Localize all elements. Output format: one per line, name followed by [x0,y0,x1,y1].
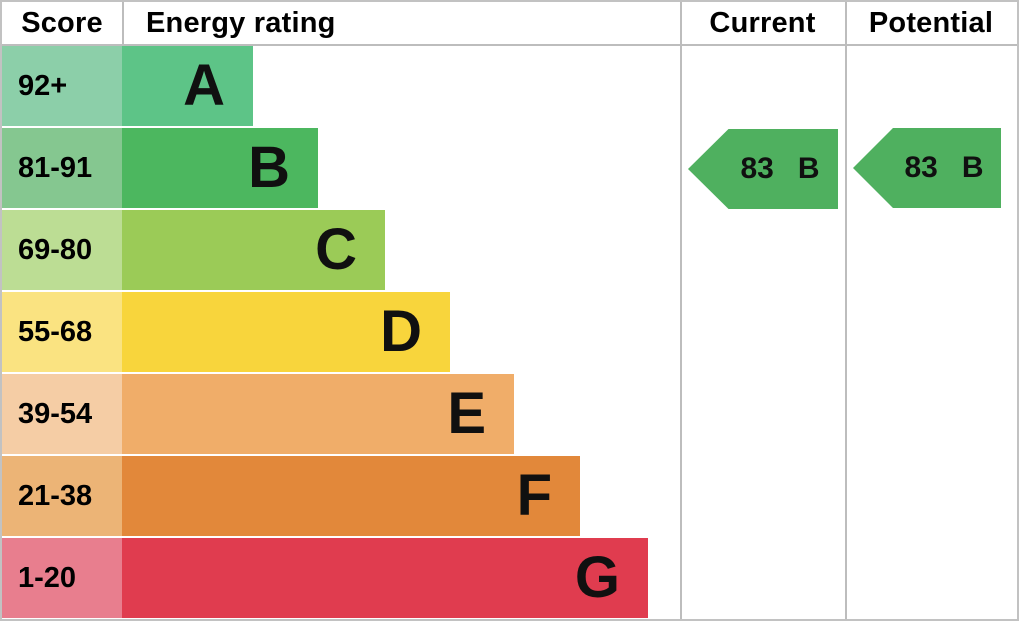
current-rating-arrow: 83 B [688,129,838,209]
rating-bar-f: F [122,456,580,538]
rating-letter-e: E [447,381,486,446]
current-rating-score: 83 [740,152,774,185]
score-range-d: 55-68 [2,292,122,374]
header-potential: Potential [868,6,994,39]
rating-bar-c: C [122,210,385,292]
current-rating-letter: B [797,152,820,185]
score-range-a: 92+ [2,46,122,128]
potential-rating-score: 83 [904,151,938,184]
score-range-b: 81-91 [2,128,122,210]
band-rows: 92+ A 81-91 B 69-80 C 55-68 D 39-54 E 21… [2,46,680,619]
rating-letter-a: A [183,53,225,118]
header-score: Score [21,6,103,39]
band-row-b: 81-91 B [2,128,680,210]
score-range-c: 69-80 [2,210,122,292]
potential-rating-letter: B [961,151,984,184]
rating-bar-a: A [122,46,253,128]
divider-current-potential [845,2,847,619]
rating-letter-c: C [315,217,357,282]
rating-letter-d: D [380,299,422,364]
score-range-e: 39-54 [2,374,122,456]
rating-bar-b: B [122,128,318,210]
header-energy-rating: Energy rating [146,6,336,39]
rating-bar-d: D [122,292,450,374]
band-row-d: 55-68 D [2,292,680,374]
rating-bar-e: E [122,374,514,456]
potential-rating-arrow: 83 B [853,128,1001,208]
rating-bar-g: G [122,538,648,619]
band-row-f: 21-38 F [2,456,680,538]
divider-rating-current [680,2,682,619]
band-row-a: 92+ A [2,46,680,128]
score-range-g: 1-20 [2,538,122,619]
band-row-e: 39-54 E [2,374,680,456]
header-current: Current [709,6,816,39]
header-row: Score Energy rating Current Potential [2,2,1017,46]
band-row-c: 69-80 C [2,210,680,292]
rating-letter-b: B [248,135,290,200]
divider-score-rating [122,2,124,46]
score-range-f: 21-38 [2,456,122,538]
rating-letter-g: G [574,545,620,610]
rating-letter-f: F [516,463,552,528]
band-row-g: 1-20 G [2,538,680,619]
